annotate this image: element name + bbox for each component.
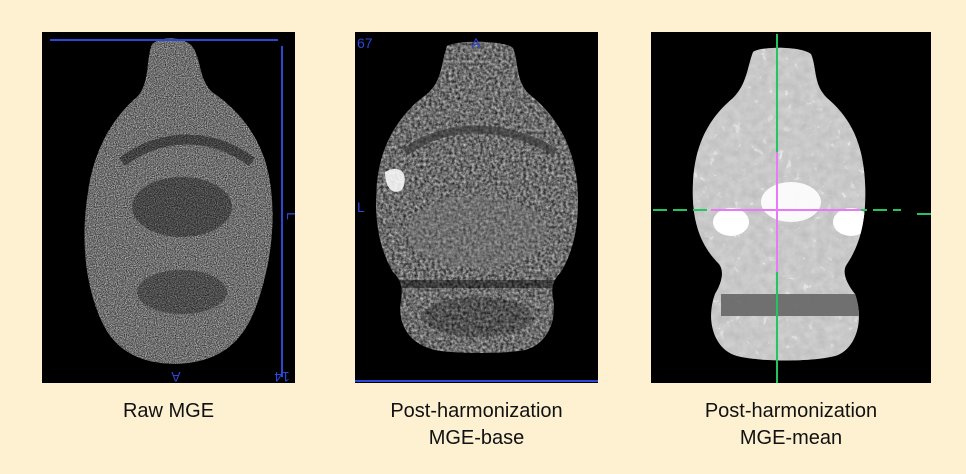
corner-label: 14 [274, 369, 290, 383]
brain-tissue [42, 32, 295, 383]
slice-number: 67 [357, 35, 373, 51]
orientation-label: A [471, 35, 481, 51]
caption-mge-mean: Post-harmonization MGE-mean [651, 398, 931, 452]
side-label: L [284, 212, 295, 220]
orientation-label: A [171, 369, 181, 383]
mge-mean-image [651, 32, 931, 383]
mge-base-scan: 67 A L [355, 32, 598, 383]
brain-tissue [355, 32, 598, 383]
raw-mge-image: L A 14 [42, 32, 295, 383]
caption-line: MGE-base [355, 425, 598, 452]
caption-line: Raw MGE [42, 398, 295, 425]
caption-mge-base: Post-harmonization MGE-base [355, 398, 598, 452]
caption-line: MGE-mean [651, 425, 931, 452]
brain-tissue [651, 32, 931, 383]
mge-mean-scan [651, 32, 931, 383]
caption-line: Post-harmonization [651, 398, 931, 425]
raw-mge-scan: L A 14 [42, 32, 295, 383]
mge-base-image: 67 A L [355, 32, 598, 383]
caption-line: Post-harmonization [355, 398, 598, 425]
side-label: L [357, 199, 365, 215]
caption-raw-mge: Raw MGE [42, 398, 295, 425]
